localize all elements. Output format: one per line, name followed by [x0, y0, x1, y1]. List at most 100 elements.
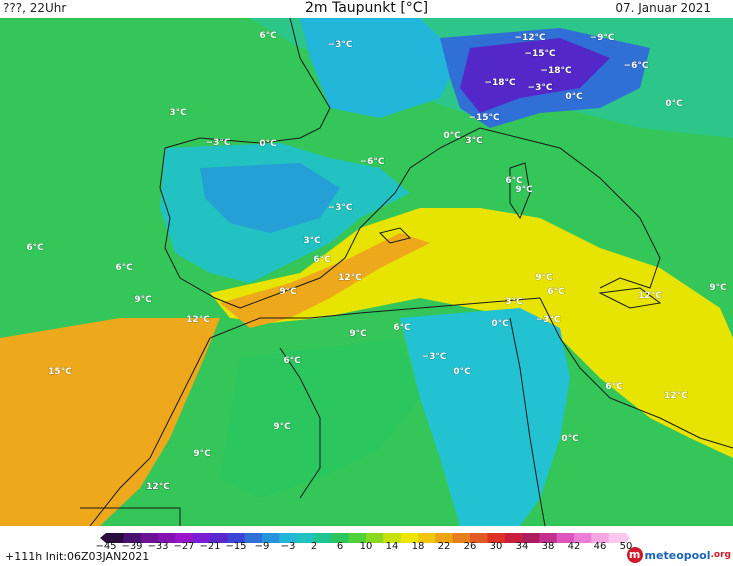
colorbar-segment [331, 533, 350, 543]
brand-name: meteopool [644, 548, 711, 562]
temperature-label: 15°C [48, 367, 72, 377]
colorbar-segment [522, 533, 540, 543]
colorbar-segment [140, 533, 159, 543]
temperature-label: 9°C [193, 449, 211, 459]
coast-morocco [89, 337, 211, 526]
temperature-label: 0°C [443, 131, 461, 141]
colorbar-tick-label: 14 [385, 541, 399, 552]
temperature-label: 6°C [547, 287, 565, 297]
temperature-label: 12°C [146, 482, 170, 492]
colorbar-segment [591, 533, 610, 543]
temperature-label: 0°C [665, 99, 683, 109]
colorbar-segment [227, 533, 246, 543]
footer: −45 −39 −33 −27 −21 −15 −9 −3 2 6 10 14 18 22 26 30 34 38… [0, 526, 733, 566]
colorbar-segment [539, 533, 558, 543]
temperature-label: 6°C [605, 382, 623, 392]
colorbar-segment [244, 533, 263, 543]
colorbar-tick-label: 34 [515, 541, 529, 552]
meteopool-logo-icon: m [626, 547, 643, 563]
colorbar-segment [296, 533, 315, 543]
algeria-cool [400, 308, 570, 526]
colorbar-tick-label: −21 [199, 541, 221, 552]
colorbar-segment [487, 533, 506, 543]
brand-logo[interactable]: m meteopool .org [626, 546, 731, 564]
temperature-label: 6°C [393, 323, 411, 333]
colorbar-tick-label: −39 [121, 541, 143, 552]
temperature-label: 12°C [664, 391, 688, 401]
colorbar-left-arrow [100, 533, 106, 543]
colorbar-tick-label: 26 [463, 541, 477, 552]
temperature-label: 0°C [259, 139, 277, 149]
temperature-label: 3°C [465, 136, 483, 146]
colorbar-segment [158, 533, 176, 543]
temperature-label: 0°C [453, 367, 471, 377]
border-algeria-tunisia [509, 317, 546, 526]
coast-italy [519, 137, 661, 289]
atlantic-warm [0, 318, 220, 526]
coast-north-africa [209, 297, 733, 449]
colorbar-segment [314, 533, 332, 543]
temperature-label: 9°C [349, 329, 367, 339]
border-western-sahara [80, 507, 181, 526]
temperature-label: 6°C [283, 356, 301, 366]
border-morocco-algeria [279, 347, 321, 499]
temperature-label: −3°C [422, 352, 447, 362]
alboran-warm [220, 233, 430, 328]
colorbar-tick-label: −3 [280, 541, 296, 552]
temperature-labels: 6°C −3°C 3°C −3°C 0°C −6°C 3°C −3°C 3°C 6°C 6°C 6°C… [26, 31, 728, 493]
coastlines [80, 18, 733, 526]
colorbar-right-arrow [626, 533, 630, 543]
colorbar-tick-label: 18 [411, 541, 425, 552]
colorbar-segment [175, 533, 194, 543]
colorbar-segment [452, 533, 471, 543]
colorbar-tick-label: 46 [593, 541, 607, 552]
temperature-label: 0°C [491, 319, 509, 329]
temperature-label: 3°C [505, 297, 523, 307]
colorbar [100, 529, 630, 548]
colorbar-segment [608, 533, 627, 543]
temperature-label: 0°C [561, 434, 579, 444]
colorbar-segment [435, 533, 454, 543]
colorbar-segment [574, 533, 592, 543]
colorbar-segment [210, 533, 228, 543]
sicily [598, 287, 662, 309]
forecast-date: 07. Januar 2021 [615, 1, 711, 15]
colorbar-ticks: −45 −39 −33 −27 −21 −15 −9 −3 2 6 10 14 18 22 26 30 34 38… [95, 541, 632, 553]
run-info: +111h Init:06Z03JAN2021 [5, 550, 150, 563]
temperature-label: 9°C [535, 273, 553, 283]
mallorca [379, 227, 411, 244]
temperature-label: 6°C [26, 243, 44, 253]
temperature-label: 12°C [186, 315, 210, 325]
temperature-label: −18°C [484, 78, 516, 88]
colorbar-segment [348, 533, 367, 543]
header: ???, 22Uhr 2m Taupunkt [°C] 07. Januar 2… [0, 0, 733, 18]
colorbar-segment [556, 533, 575, 543]
temperature-label: 6°C [505, 176, 523, 186]
iberia-cold [200, 163, 340, 233]
temperature-label: 0°C [565, 92, 583, 102]
colorbar-segment [106, 533, 124, 543]
coast-portugal [159, 147, 241, 309]
temperature-label: −9°C [590, 33, 615, 43]
temperature-label: 9°C [515, 185, 533, 195]
temperature-label: 3°C [465, 136, 483, 146]
temperature-label: 12°C [146, 482, 170, 492]
temperature-label: 9°C [709, 283, 727, 293]
colorbar-tick-label: 10 [359, 541, 373, 552]
map-canvas: 6°C −3°C 3°C −3°C 0°C −6°C 3°C −3°C 3°C 6°C 6°C 6°C… [0, 18, 733, 526]
temperature-label: −3°C [328, 203, 353, 213]
colorbar-tick-label: −45 [95, 541, 117, 552]
temperature-label: −3°C [528, 83, 553, 93]
temperature-label: 6°C [115, 263, 133, 273]
colorbar-segment [366, 533, 384, 543]
temperature-label: 9°C [279, 287, 297, 297]
colorbar-tick-label: 38 [541, 541, 555, 552]
alps-very-cold [460, 38, 610, 113]
map-title: 2m Taupunkt [°C] [304, 0, 429, 16]
temperature-label: −12°C [514, 33, 546, 43]
dewpoint-map: 6°C −3°C 3°C −3°C 0°C −6°C 3°C −3°C 3°C 6°C 6°C 6°C… [0, 18, 733, 526]
temperature-label: −3°C [206, 138, 231, 148]
model-time: ???, 22Uhr [3, 1, 67, 15]
temperature-label: 6°C [313, 255, 331, 265]
coast-france-atlantic [164, 18, 331, 149]
